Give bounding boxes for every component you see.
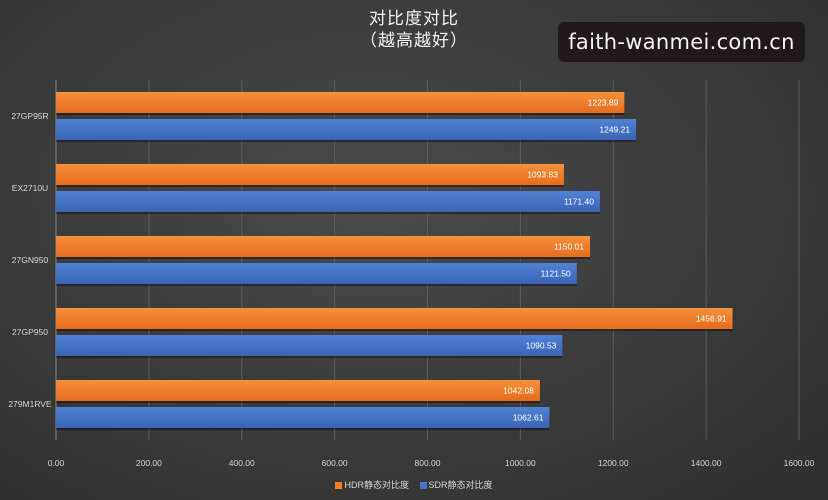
legend-swatch-hdr: [335, 482, 343, 489]
data-label: 1090.53: [526, 341, 557, 351]
bar-sdr: [56, 191, 600, 212]
x-tick-label: 200.00: [136, 458, 162, 468]
x-tick-label: 1000.00: [505, 458, 536, 468]
data-label: 1121.50: [541, 269, 571, 279]
bar-hdr: [56, 380, 540, 401]
data-label: 1223.89: [588, 98, 619, 108]
x-tick-label: 1200.00: [598, 458, 629, 468]
data-label: 1171.40: [564, 197, 594, 207]
bar-sdr: [56, 335, 563, 356]
x-tick-label: 0.00: [48, 458, 65, 468]
legend-item-sdr: SDR静态对比度: [419, 478, 493, 491]
legend-swatch-sdr: [419, 482, 427, 489]
bar-sdr: [56, 407, 550, 428]
y-category-label: 27GP950: [12, 327, 48, 337]
x-tick-label: 600.00: [322, 458, 348, 468]
data-label: 1150.01: [554, 242, 584, 252]
data-label: 1093.83: [527, 170, 558, 180]
bar-sdr: [56, 263, 577, 284]
legend-label-sdr: SDR静态对比度: [428, 480, 493, 490]
y-category-label: 27GN950: [12, 255, 49, 265]
data-label: 1456.91: [696, 314, 727, 324]
bar-hdr: [56, 164, 564, 185]
x-tick-label: 400.00: [229, 458, 255, 468]
legend-item-hdr: HDR静态对比度: [335, 478, 409, 491]
watermark: faith-wanmei.com.cn: [558, 22, 805, 62]
y-category-label: 27GP95R: [11, 111, 48, 121]
data-label: 1042.08: [503, 386, 534, 396]
x-tick-label: 1600.00: [784, 458, 815, 468]
data-label: 1062.61: [513, 413, 544, 423]
y-category-label: 279M1RVE: [8, 399, 52, 409]
chart-subtitle: （越高越好）: [360, 31, 468, 50]
x-tick-label: 800.00: [415, 458, 441, 468]
x-tick-label: 1400.00: [691, 458, 722, 468]
chart-title-main: 对比度对比: [369, 9, 459, 28]
data-label: 1249.21: [599, 125, 630, 135]
bar-sdr: [56, 119, 637, 140]
legend: HDR静态对比度 SDR静态对比度: [0, 478, 828, 491]
y-category-label: EX2710U: [12, 183, 48, 193]
bar-hdr: [56, 236, 591, 257]
bar-hdr: [56, 308, 733, 329]
chart-title: 对比度对比 （越高越好）: [0, 8, 828, 52]
legend-label-hdr: HDR静态对比度: [344, 480, 409, 490]
bar-hdr: [56, 92, 625, 113]
